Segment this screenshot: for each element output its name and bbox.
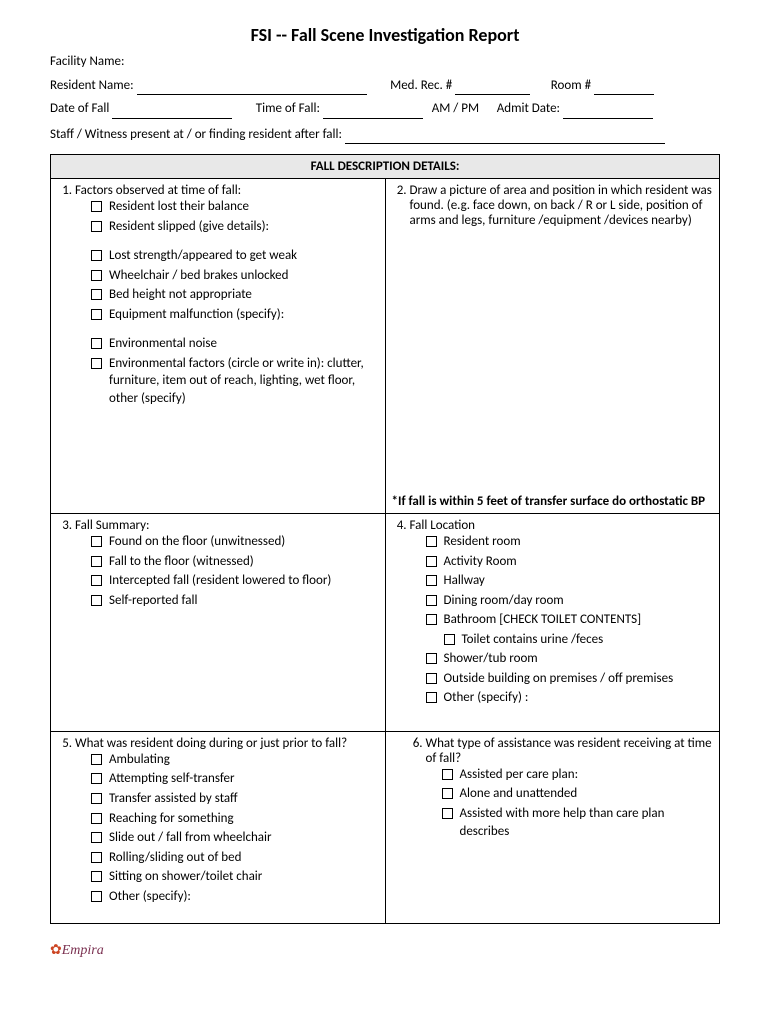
q4-item[interactable]: Shower/tub room bbox=[426, 650, 714, 668]
staff-blank[interactable] bbox=[345, 143, 665, 144]
q4-item[interactable]: Bathroom [CHECK TOILET CONTENTS] bbox=[426, 611, 714, 629]
orthostatic-note: *If fall is within 5 feet of transfer su… bbox=[392, 494, 714, 509]
logo: ✿Empira bbox=[50, 942, 720, 959]
q4-item[interactable]: Hallway bbox=[426, 572, 714, 590]
q6-item[interactable]: Assisted with more help than care plan d… bbox=[442, 805, 714, 840]
q5-item[interactable]: Attempting self-transfer bbox=[91, 770, 379, 788]
q5-item[interactable]: Transfer assisted by staff bbox=[91, 790, 379, 808]
q5-prompt: What was resident doing during or just p… bbox=[75, 736, 379, 905]
date-blank[interactable] bbox=[112, 118, 232, 119]
resident-row: Resident Name: Med. Rec. # Room # bbox=[50, 76, 720, 96]
q6-item[interactable]: Alone and unattended bbox=[442, 785, 714, 803]
admit-blank[interactable] bbox=[563, 118, 653, 119]
q1-item[interactable]: Environmental factors (circle or write i… bbox=[91, 355, 379, 408]
fall-description-table: FALL DESCRIPTION DETAILS: Factors observ… bbox=[50, 154, 720, 924]
q1-item[interactable]: Resident slipped (give details): bbox=[91, 218, 379, 236]
q4-item[interactable]: Other (specify) : bbox=[426, 689, 714, 707]
ampm-label: AM / PM bbox=[432, 101, 479, 116]
q6-item[interactable]: Assisted per care plan: bbox=[442, 766, 714, 784]
medrec-label: Med. Rec. # bbox=[390, 78, 452, 93]
q4-prompt: Fall Location Resident room Activity Roo… bbox=[410, 518, 714, 707]
date-label: Date of Fall bbox=[50, 101, 109, 116]
facility-label: Facility Name: bbox=[50, 54, 124, 69]
medrec-blank[interactable] bbox=[455, 94, 530, 95]
q5-cell: What was resident doing during or just p… bbox=[51, 731, 386, 923]
q4-item[interactable]: Outside building on premises / off premi… bbox=[426, 670, 714, 688]
date-row: Date of Fall Time of Fall: AM / PM Admit… bbox=[50, 99, 720, 119]
q5-item[interactable]: Slide out / fall from wheelchair bbox=[91, 829, 379, 847]
q4-item[interactable]: Resident room bbox=[426, 533, 714, 551]
q3-prompt: Fall Summary: Found on the floor (unwitn… bbox=[75, 518, 379, 609]
q6-prompt: What type of assistance was resident rec… bbox=[426, 736, 714, 840]
room-label: Room # bbox=[551, 78, 591, 93]
q4-item[interactable]: Dining room/day room bbox=[426, 592, 714, 610]
page-title: FSI -- Fall Scene Investigation Report bbox=[50, 24, 720, 46]
q3-cell: Fall Summary: Found on the floor (unwitn… bbox=[51, 514, 386, 732]
drawing-area[interactable] bbox=[392, 230, 714, 490]
q1-prompt: Factors observed at time of fall: Reside… bbox=[75, 183, 379, 407]
q1-cell: Factors observed at time of fall: Reside… bbox=[51, 179, 386, 514]
q5-prompt-text: What was resident doing during or just p… bbox=[75, 736, 347, 751]
q1-prompt-text: Factors observed at time of fall: bbox=[75, 183, 241, 198]
q1-item[interactable]: Bed height not appropriate bbox=[91, 286, 379, 304]
logo-icon: ✿ bbox=[50, 943, 62, 958]
q6-cell: What type of assistance was resident rec… bbox=[385, 731, 720, 923]
q3-item[interactable]: Found on the floor (unwitnessed) bbox=[91, 533, 379, 551]
room-blank[interactable] bbox=[594, 94, 654, 95]
resident-label: Resident Name: bbox=[50, 78, 134, 93]
q3-prompt-text: Fall Summary: bbox=[75, 518, 150, 533]
q1-item[interactable]: Resident lost their balance bbox=[91, 198, 379, 216]
time-label: Time of Fall: bbox=[256, 101, 320, 116]
q4-nested-item[interactable]: Toilet contains urine /feces bbox=[444, 631, 714, 649]
q3-item[interactable]: Self-reported fall bbox=[91, 592, 379, 610]
q5-item[interactable]: Other (specify): bbox=[91, 888, 379, 906]
q4-prompt-text: Fall Location bbox=[410, 518, 476, 533]
q4-item[interactable]: Activity Room bbox=[426, 553, 714, 571]
q1-item[interactable]: Equipment malfunction (specify): bbox=[91, 306, 379, 324]
q1-item[interactable]: Environmental noise bbox=[91, 335, 379, 353]
q5-item[interactable]: Ambulating bbox=[91, 751, 379, 769]
resident-blank[interactable] bbox=[137, 94, 367, 95]
admit-label: Admit Date: bbox=[497, 101, 560, 116]
section-header: FALL DESCRIPTION DETAILS: bbox=[51, 155, 720, 179]
staff-row: Staff / Witness present at / or finding … bbox=[50, 125, 720, 145]
q3-item[interactable]: Intercepted fall (resident lowered to fl… bbox=[91, 572, 379, 590]
q2-prompt: Draw a picture of area and position in w… bbox=[410, 183, 714, 228]
q1-item[interactable]: Wheelchair / bed brakes unlocked bbox=[91, 267, 379, 285]
q5-item[interactable]: Rolling/sliding out of bed bbox=[91, 849, 379, 867]
facility-row: Facility Name: bbox=[50, 52, 720, 72]
time-blank[interactable] bbox=[323, 118, 423, 119]
q3-item[interactable]: Fall to the floor (witnessed) bbox=[91, 553, 379, 571]
staff-label: Staff / Witness present at / or finding … bbox=[50, 127, 342, 142]
q6-prompt-text: What type of assistance was resident rec… bbox=[426, 736, 712, 766]
logo-text: Empira bbox=[62, 943, 104, 958]
q5-item[interactable]: Reaching for something bbox=[91, 810, 379, 828]
q4-cell: Fall Location Resident room Activity Roo… bbox=[385, 514, 720, 732]
q1-item[interactable]: Lost strength/appeared to get weak bbox=[91, 247, 379, 265]
q5-item[interactable]: Sitting on shower/toilet chair bbox=[91, 868, 379, 886]
q2-cell: Draw a picture of area and position in w… bbox=[385, 179, 720, 514]
